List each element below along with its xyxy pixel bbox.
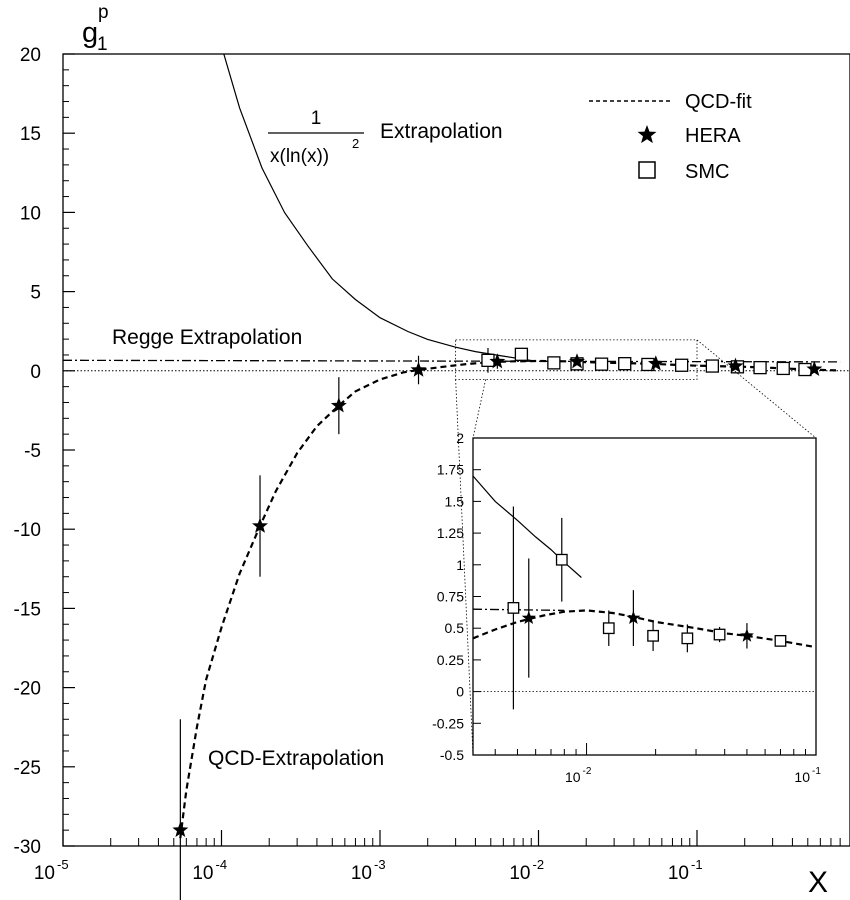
inset-y-tick-label: 0 (456, 684, 464, 700)
hera-point (806, 360, 823, 376)
smc-point (753, 360, 767, 375)
x-tick-label: 10 (192, 863, 213, 884)
y-tick-label: -30 (14, 837, 41, 858)
inset-x-tick-exponent: -1 (812, 766, 821, 777)
x-tick-exponent: -1 (691, 857, 703, 872)
y-tick-label: 10 (20, 203, 41, 224)
y-tick-label: -20 (14, 679, 41, 700)
chart-labels: g 1 p X 1 x(ln(x)) 2 Extrapolation Regge… (82, 2, 828, 899)
smc-point (776, 361, 790, 376)
hera-point (626, 610, 641, 624)
zoom-connector (472, 379, 487, 439)
extrapolation-numerator: 1 (311, 108, 322, 129)
legend-hera-label: HERA (685, 125, 741, 147)
inset-y-tick-label: 0.5 (445, 620, 465, 636)
y-axis-label-sup: p (98, 2, 109, 23)
y-tick-label: 20 (20, 45, 41, 66)
inset-y-tick-label: -0.5 (440, 747, 464, 763)
main-points (172, 347, 823, 900)
inset-y-tick-label: 1.25 (437, 525, 464, 541)
1/(x(ln x)^2)-curve (223, 54, 536, 362)
x-tick-label: 10 (668, 863, 689, 884)
inset-frame-bg (473, 438, 816, 755)
extrapolation-denominator: x(ln(x)) (270, 146, 329, 167)
smc-point (774, 634, 787, 647)
y-tick-label: 5 (30, 283, 41, 304)
x-tick-exponent: -2 (533, 857, 545, 872)
hera-point (489, 353, 506, 369)
x-tick-label: 10 (509, 863, 530, 884)
x-tick-label: 10 (351, 863, 372, 884)
x-axis-label: X (808, 866, 828, 899)
smc-point (618, 357, 632, 371)
y-tick-label: -10 (14, 520, 41, 541)
y-axis-label: g (82, 17, 98, 49)
smc-point (555, 553, 568, 566)
smc-point (547, 356, 561, 370)
x-tick-exponent: -5 (57, 857, 69, 872)
y-tick-label: -5 (24, 441, 41, 462)
hera-point (739, 628, 754, 642)
smc-point (602, 622, 615, 635)
inset-y-tick-label: 1.5 (445, 493, 465, 509)
x-tick-exponent: -4 (216, 857, 228, 872)
legend-smc-label: SMC (685, 161, 729, 183)
smc-point (798, 362, 812, 377)
inset-frame (472, 437, 817, 756)
inset-y-tick-label: 1.75 (437, 462, 464, 478)
smc-point (647, 629, 659, 642)
hera-point (252, 517, 268, 533)
smc-point (705, 359, 720, 373)
y-tick-label: -25 (14, 758, 41, 779)
hera-point (727, 357, 744, 373)
regge-curve (473, 608, 565, 612)
y-tick-label: 15 (20, 124, 41, 145)
legend-star-icon (637, 125, 657, 144)
smc-point (674, 358, 689, 372)
smc-point (681, 632, 694, 645)
qcd-label: QCD-Extrapolation (208, 747, 384, 770)
hera-point (569, 353, 585, 369)
inset-y-tick-label: -0.25 (432, 715, 464, 731)
smc-point (514, 347, 529, 361)
extrapolation-exponent: 2 (352, 136, 359, 151)
inset-y-tick-label: 2 (456, 430, 464, 446)
smc-point (507, 602, 520, 614)
inset-y-tick-label: 0.25 (437, 652, 464, 668)
inset-y-tick-label: 0.75 (437, 589, 464, 605)
y-tick-label: -15 (14, 599, 41, 620)
regge-curve (63, 359, 841, 363)
y-tick-label: 0 (30, 362, 41, 383)
legend-square-icon (638, 161, 656, 179)
smc-point (713, 628, 726, 641)
inset-x-tick-label: 10 (794, 769, 810, 785)
qcd-fit-curve (473, 609, 816, 649)
x-tick-exponent: -3 (374, 857, 386, 872)
regge-label: Regge Extrapolation (112, 326, 302, 349)
hera-point (647, 355, 664, 371)
hera-point (410, 361, 427, 377)
hera-point (172, 821, 189, 837)
inset-x-tick-exponent: -2 (583, 766, 592, 777)
smc-point (594, 357, 609, 371)
legend-qcd-fit-label: QCD-fit (685, 91, 752, 113)
hera-point (330, 397, 347, 413)
inset-y-tick-label: 1 (456, 557, 464, 573)
extrapolation-word: Extrapolation (380, 120, 503, 143)
y-axis-label-sub: 1 (97, 34, 108, 55)
legend: QCD-fit HERA SMC (589, 91, 752, 183)
x-tick-label: 10 (34, 863, 55, 884)
zoom-connector (696, 339, 817, 439)
hera-point (521, 610, 536, 624)
zoom-indicator (455, 339, 817, 756)
inset-x-tick-label: 10 (565, 769, 581, 785)
